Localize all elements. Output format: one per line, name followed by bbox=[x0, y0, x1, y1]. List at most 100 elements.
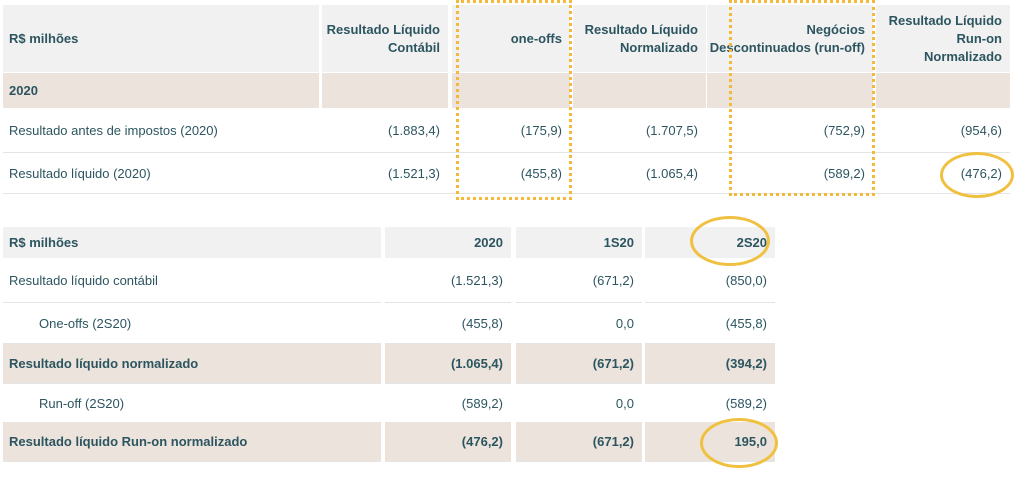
value-cell: (752,9) bbox=[707, 109, 873, 152]
value-cell: (1.065,4) bbox=[573, 153, 706, 193]
value-cell-text: (752,9) bbox=[823, 123, 865, 138]
value-cell-text: (175,9) bbox=[520, 123, 562, 138]
value-cell-text: (455,8) bbox=[725, 315, 767, 331]
header-cell: 2020 bbox=[385, 227, 511, 258]
value-cell-text: (1.707,5) bbox=[645, 123, 698, 138]
value-cell-text: (850,0) bbox=[725, 273, 767, 288]
value-cell-text: (671,2) bbox=[592, 273, 634, 288]
row-divider bbox=[516, 343, 642, 344]
header-cell-text: one-offs bbox=[510, 30, 562, 46]
value-cell: (1.521,3) bbox=[385, 259, 511, 302]
value-cell: 0,0 bbox=[516, 384, 642, 422]
row-divider bbox=[3, 383, 381, 384]
value-cell: (954,6) bbox=[876, 109, 1010, 152]
value-cell: 0,0 bbox=[516, 303, 642, 343]
value-cell-text: (589,2) bbox=[823, 165, 865, 181]
value-cell-text: (394,2) bbox=[725, 356, 767, 371]
header-cell-text: Resultado Líquido Contábil bbox=[326, 21, 440, 55]
header-cell: one-offs bbox=[452, 5, 570, 72]
row-divider bbox=[516, 461, 642, 462]
header-cell: R$ milhões bbox=[3, 5, 319, 72]
header-cell: Resultado Líquido Normalizado bbox=[573, 5, 706, 72]
row-divider bbox=[3, 461, 381, 462]
header-cell-text: 2020 bbox=[474, 234, 503, 250]
section-cell bbox=[452, 73, 570, 108]
row-divider bbox=[645, 343, 775, 344]
header-cell-text: Resultado Líquido Normalizado bbox=[584, 21, 698, 55]
header-cell: Resultado Líquido Contábil bbox=[322, 5, 448, 72]
value-cell: (1.883,4) bbox=[322, 109, 448, 152]
value-cell-text: (954,6) bbox=[960, 123, 1002, 138]
header-cell: Resultado Líquido Run-on Normalizado bbox=[876, 5, 1010, 72]
value-cell: (1.521,3) bbox=[322, 153, 448, 193]
value-cell-text: (671,2) bbox=[592, 356, 634, 371]
value-cell-text: (1.065,4) bbox=[645, 165, 698, 181]
value-cell: (175,9) bbox=[452, 109, 570, 152]
row-label: Run-off (2S20) bbox=[3, 384, 381, 422]
row-label: Resultado antes de impostos (2020) bbox=[3, 109, 319, 152]
row-label: Resultado líquido normalizado bbox=[3, 344, 381, 383]
row-divider bbox=[385, 461, 511, 462]
header-cell-text: 1S20 bbox=[603, 234, 634, 250]
value-cell-text: (1.883,4) bbox=[387, 123, 440, 138]
value-cell-text: (589,2) bbox=[461, 395, 503, 411]
header-cell-text: Negócios Descontinuados (run-off) bbox=[709, 21, 865, 55]
highlight-run-off-column bbox=[729, 0, 875, 196]
row-label-text: One-offs (2S20) bbox=[39, 315, 132, 331]
highlight-circle-195 bbox=[700, 418, 778, 468]
header-cell-text: R$ milhões bbox=[9, 234, 79, 250]
row-divider bbox=[385, 302, 511, 303]
value-cell: (455,8) bbox=[645, 303, 775, 343]
value-cell-text: (476,2) bbox=[461, 434, 503, 449]
header-cell-text: R$ milhões bbox=[9, 30, 79, 46]
header-cell: 1S20 bbox=[516, 227, 642, 258]
value-cell-text: (671,2) bbox=[592, 434, 634, 449]
row-divider bbox=[385, 383, 511, 384]
value-cell-text: (1.065,4) bbox=[450, 356, 503, 371]
row-label: Resultado líquido contábil bbox=[3, 259, 381, 302]
value-cell-text: (589,2) bbox=[725, 395, 767, 411]
row-divider bbox=[645, 383, 775, 384]
row-divider bbox=[3, 343, 381, 344]
row-divider bbox=[3, 302, 381, 303]
header-cell: R$ milhões bbox=[3, 227, 381, 258]
header-cell-text: Resultado Líquido Run-on Normalizado bbox=[888, 12, 1002, 64]
highlight-circle-run-on-2020 bbox=[940, 152, 1014, 198]
section-cell bbox=[707, 73, 873, 108]
row-divider bbox=[516, 383, 642, 384]
row-divider bbox=[385, 343, 511, 344]
header-cell: Negócios Descontinuados (run-off) bbox=[707, 5, 873, 72]
row-divider bbox=[3, 193, 1010, 194]
row-divider bbox=[3, 152, 1010, 153]
value-cell-text: (455,8) bbox=[520, 165, 562, 181]
section-cell-text: 2020 bbox=[9, 83, 38, 98]
highlight-circle-2s20 bbox=[690, 216, 770, 266]
value-cell: (850,0) bbox=[645, 259, 775, 302]
section-cell bbox=[322, 73, 448, 108]
value-cell: (394,2) bbox=[645, 344, 775, 383]
value-cell-text: 0,0 bbox=[615, 315, 634, 331]
row-label-text: Resultado líquido (2020) bbox=[9, 165, 151, 181]
value-cell-text: (455,8) bbox=[461, 315, 503, 331]
value-cell: (455,8) bbox=[452, 153, 570, 193]
value-cell-text: (1.521,3) bbox=[450, 273, 503, 288]
value-cell: (1.065,4) bbox=[385, 344, 511, 383]
row-label-text: Resultado líquido normalizado bbox=[9, 356, 199, 371]
value-cell: (1.707,5) bbox=[573, 109, 706, 152]
row-label-text: Resultado antes de impostos (2020) bbox=[9, 123, 218, 138]
row-label: Resultado líquido (2020) bbox=[3, 153, 319, 193]
section-cell: 2020 bbox=[3, 73, 319, 108]
value-cell: (671,2) bbox=[516, 422, 642, 461]
row-divider bbox=[645, 302, 775, 303]
value-cell: (455,8) bbox=[385, 303, 511, 343]
value-cell: (671,2) bbox=[516, 344, 642, 383]
value-cell: (589,2) bbox=[645, 384, 775, 422]
row-label-text: Resultado líquido contábil bbox=[9, 273, 158, 288]
value-cell-text: 0,0 bbox=[615, 395, 634, 411]
section-cell bbox=[876, 73, 1010, 108]
row-label: Resultado líquido Run-on normalizado bbox=[3, 422, 381, 461]
section-cell bbox=[573, 73, 706, 108]
row-label-text: Run-off (2S20) bbox=[39, 395, 125, 411]
value-cell-text: (1.521,3) bbox=[387, 165, 440, 181]
value-cell: (589,2) bbox=[385, 384, 511, 422]
